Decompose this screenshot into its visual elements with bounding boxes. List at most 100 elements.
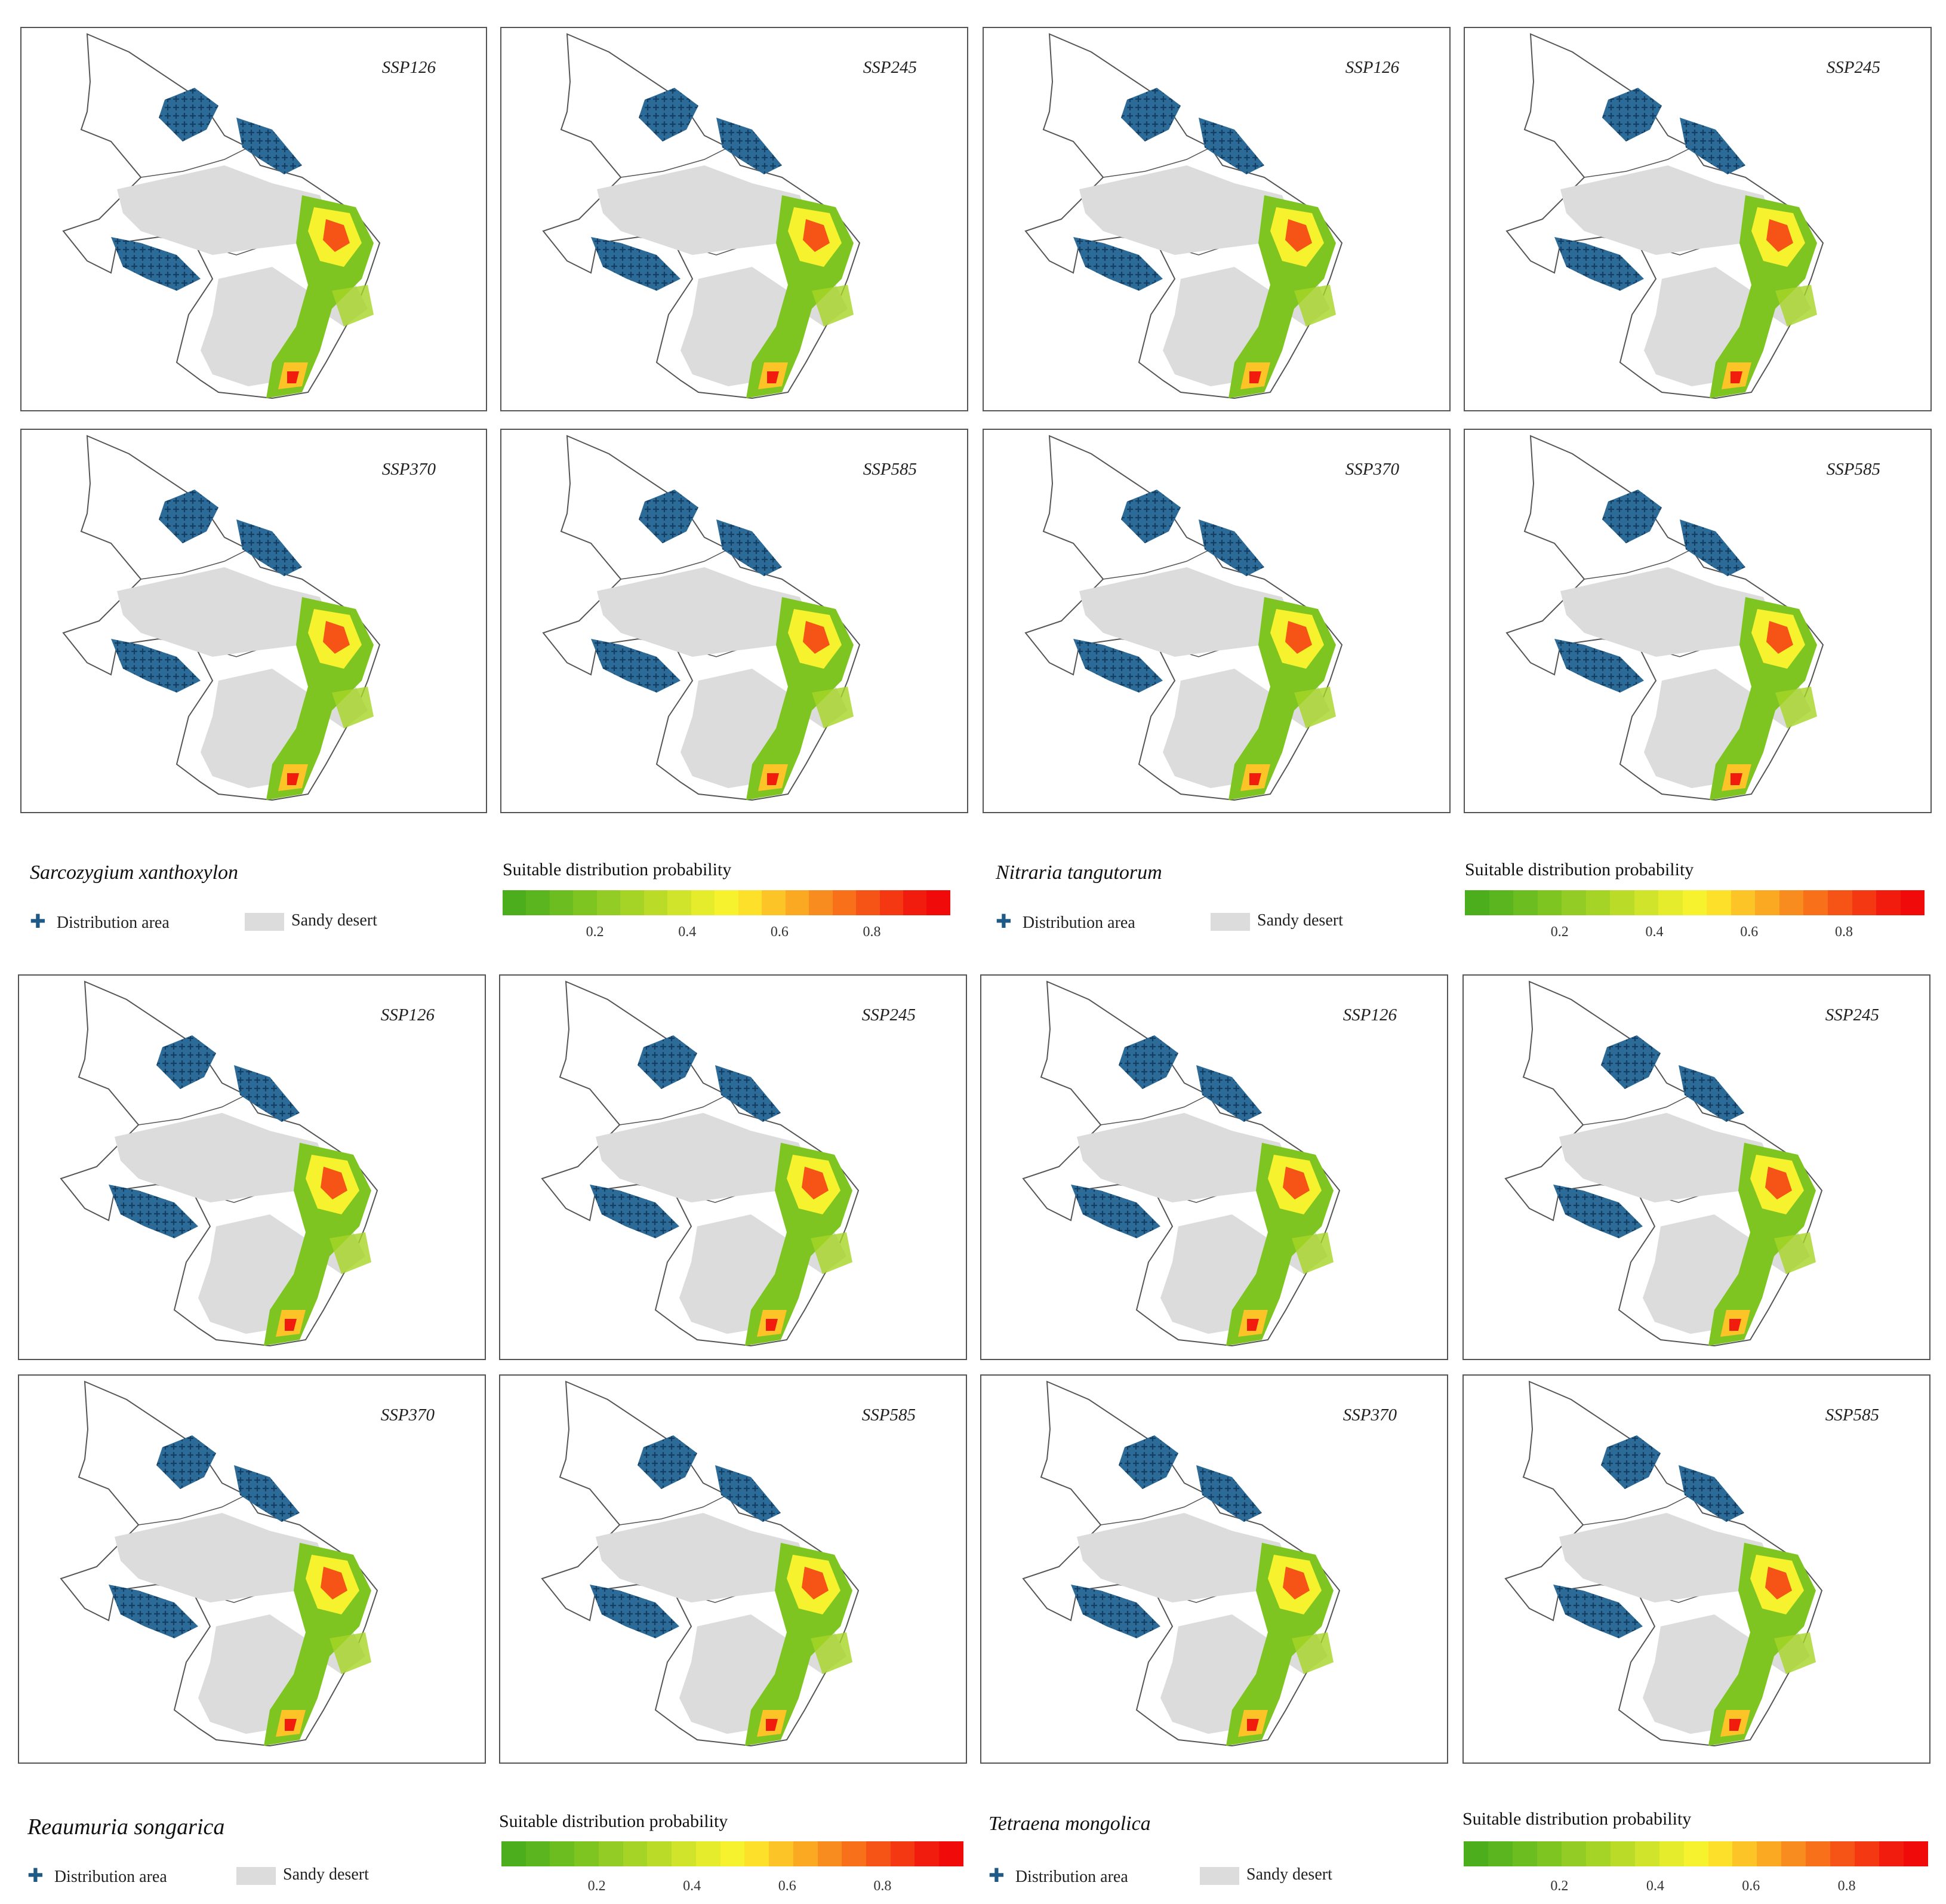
distribution-west (1553, 1585, 1643, 1638)
cross-icon: ✚ (989, 1864, 1005, 1887)
sandy-swatch (1211, 912, 1250, 931)
distribution-northeast (1196, 1065, 1262, 1122)
distribution-legend: ✚ Distribution area (30, 910, 170, 933)
distribution-west (590, 1585, 679, 1638)
distribution-west (590, 1185, 679, 1238)
colorbar-segment (939, 1841, 963, 1866)
cross-icon: ✚ (30, 910, 46, 933)
colorbar-segment (574, 1841, 599, 1866)
colorbar-tick-label: 0.2 (1550, 924, 1569, 940)
distribution-west (1073, 639, 1163, 693)
distribution-west (1554, 237, 1644, 291)
colorbar-tick-label: 0.2 (586, 924, 604, 940)
colorbar-segment (672, 1841, 696, 1866)
colorbar-segment (667, 890, 691, 915)
colorbar-tick-label: 0.4 (1646, 1878, 1664, 1894)
sandy-desert-west (597, 165, 812, 255)
probability-title: Suitable distribution probability (1462, 1809, 1692, 1829)
map-panel: SSP126 (980, 974, 1448, 1360)
colorbar-segment (1806, 1841, 1831, 1866)
map-panel: SSP370 (20, 429, 487, 813)
colorbar-segment (1830, 1841, 1855, 1866)
colorbar-segment (1757, 1841, 1782, 1866)
sandy-swatch (1200, 1866, 1239, 1885)
distribution-northeast (234, 1465, 300, 1522)
colorbar-segment (1900, 890, 1925, 915)
sandy-swatch (236, 1866, 276, 1885)
colorbar-segment (1512, 1841, 1537, 1866)
sandy-desert-west (117, 567, 332, 657)
colorbar-segment (1634, 890, 1659, 915)
distribution-west (591, 237, 681, 291)
distribution-northeast (236, 118, 302, 174)
colorbar-segment (1904, 1841, 1929, 1866)
colorbar-segment (879, 890, 903, 915)
sandy-desert-west (596, 1113, 811, 1202)
colorbar-segment (503, 890, 526, 915)
distribution-legend: ✚ Distribution area (989, 1864, 1128, 1887)
colorbar-segment (620, 890, 644, 915)
sandy-desert-west (1560, 165, 1775, 255)
scenario-label: SSP370 (381, 460, 436, 479)
distribution-north (156, 1035, 216, 1089)
map-panel: SSP585 (1462, 1374, 1930, 1764)
distribution-north (159, 490, 218, 543)
distribution-north (638, 1035, 697, 1089)
colorbar-segment (1464, 1841, 1488, 1866)
sandy-swatch (245, 912, 284, 931)
colorbar-segment (691, 890, 715, 915)
distribution-north (1602, 490, 1662, 543)
distribution-northeast (234, 1065, 300, 1122)
distribution-northeast (1196, 1465, 1262, 1522)
colorbar-segment (1562, 890, 1586, 915)
sandy-desert-west (1079, 165, 1294, 255)
colorbar-segment (623, 1841, 648, 1866)
scenario-label: SSP585 (1826, 460, 1880, 479)
colorbar-tick-label: 0.6 (778, 1878, 796, 1894)
sandy-desert-west (1079, 567, 1294, 657)
colorbar-segment (549, 890, 574, 915)
species-name: Nitraria tangutorum (996, 862, 1162, 884)
distribution-west (1071, 1585, 1160, 1638)
distribution-north (639, 490, 698, 543)
colorbar-segment (1707, 890, 1731, 915)
colorbar-tick-label: 0.8 (1837, 1878, 1856, 1894)
colorbar-tick-label: 0.6 (1740, 924, 1759, 940)
colorbar-segment (525, 1841, 550, 1866)
colorbar-segment (785, 890, 809, 915)
colorbar-segment (890, 1841, 915, 1866)
sandy-desert-west (115, 1513, 330, 1602)
colorbar-segment (903, 890, 927, 915)
colorbar-tick-label: 0.2 (587, 1878, 606, 1894)
scenario-label: SSP370 (1345, 460, 1399, 479)
distribution-northeast (1199, 519, 1264, 576)
colorbar-segment (809, 890, 833, 915)
colorbar-segment (1755, 890, 1779, 915)
colorbar-segment (1803, 890, 1828, 915)
distribution-north (638, 1435, 697, 1489)
sandy-legend: Sandy desert (1211, 911, 1343, 931)
scenario-label: SSP126 (380, 1005, 435, 1025)
colorbar-segment (762, 890, 786, 915)
distribution-north (1602, 88, 1662, 142)
distribution-north (1121, 490, 1181, 543)
distribution-west (111, 639, 201, 693)
scenario-label: SSP585 (1825, 1405, 1879, 1425)
colorbar-tick-label: 0.6 (770, 924, 789, 940)
colorbar-segment (1683, 1841, 1708, 1866)
sandy-desert-west (597, 567, 812, 657)
distribution-north (1119, 1435, 1178, 1489)
colorbar-segment (647, 1841, 672, 1866)
sandy-desert-west (1560, 567, 1775, 657)
distribution-north (1121, 88, 1181, 142)
scenario-label: SSP245 (1826, 58, 1880, 77)
colorbar (1465, 890, 1925, 915)
colorbar-segment (926, 890, 950, 915)
species-name: Sarcozygium xanthoxylon (30, 862, 239, 884)
colorbar-segment (793, 1841, 818, 1866)
colorbar-segment (1465, 890, 1489, 915)
scenario-label: SSP245 (861, 1005, 916, 1025)
colorbar-tick-label: 0.4 (1645, 924, 1664, 940)
distribution-west (109, 1585, 198, 1638)
colorbar-segment (643, 890, 668, 915)
